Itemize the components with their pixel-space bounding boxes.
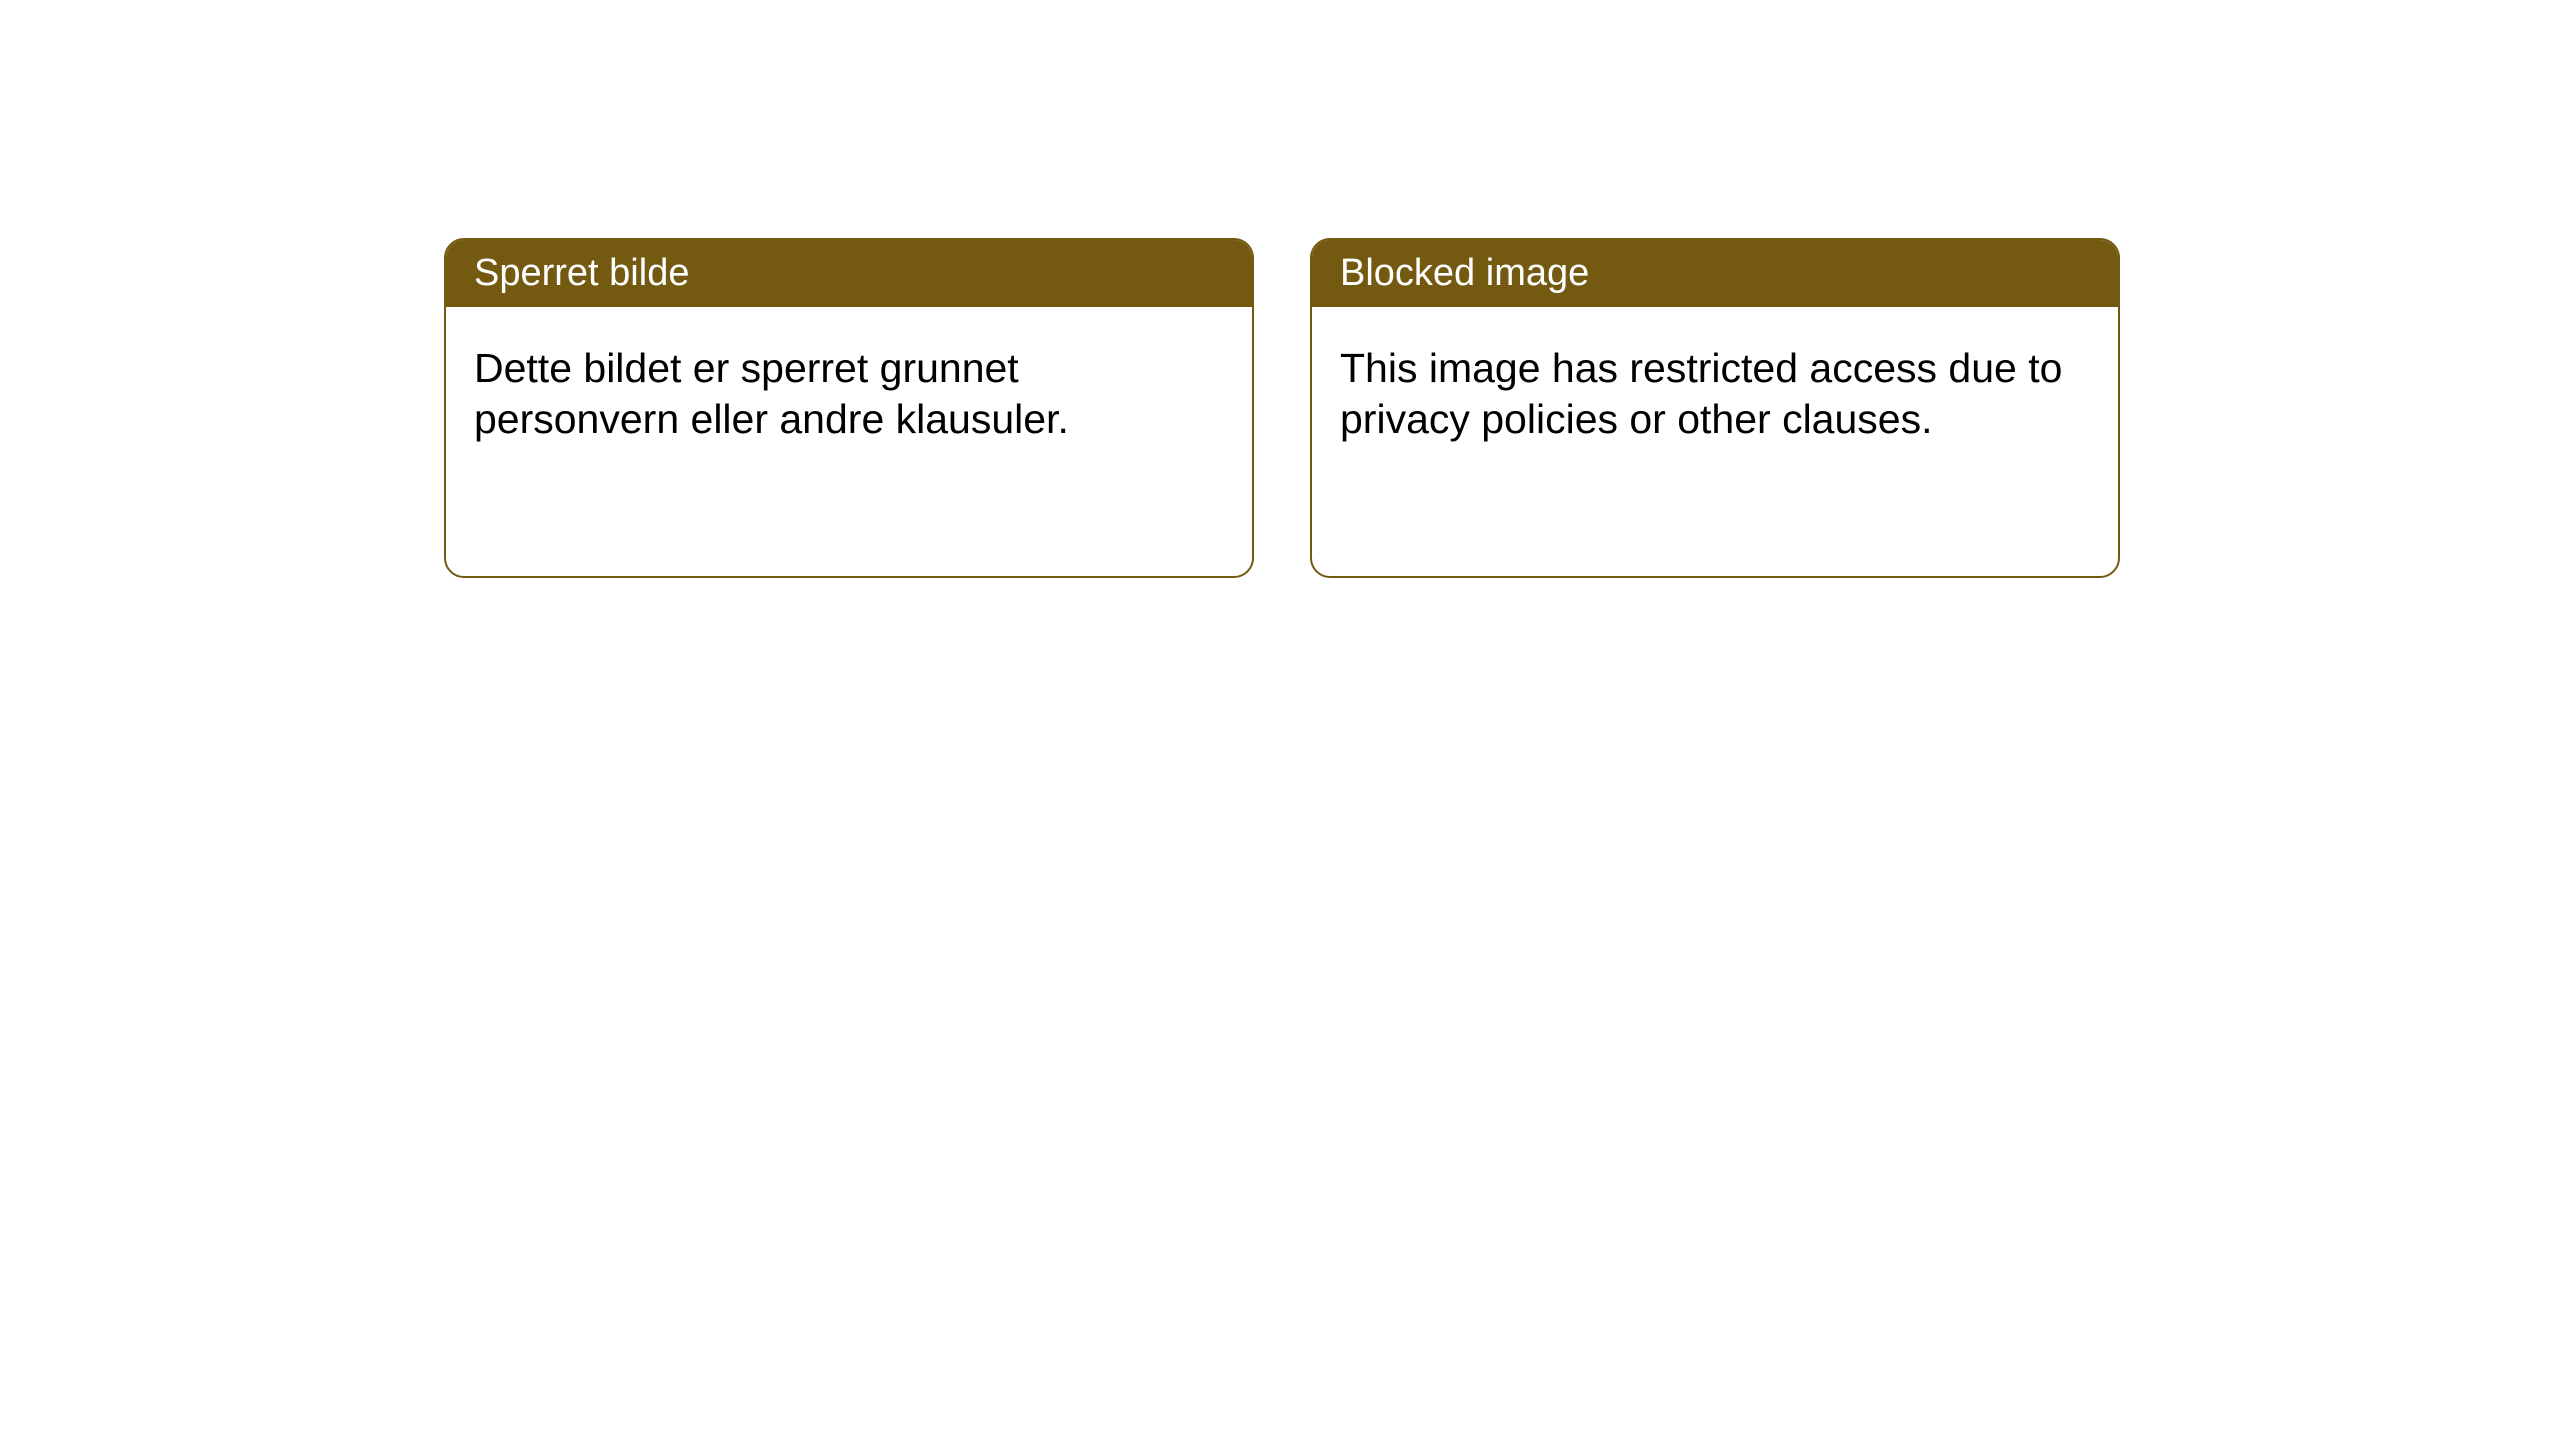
blocked-image-card-norwegian: Sperret bilde Dette bildet er sperret gr… xyxy=(444,238,1254,578)
card-body-english: This image has restricted access due to … xyxy=(1312,307,2118,482)
blocked-image-notice-container: Sperret bilde Dette bildet er sperret gr… xyxy=(444,238,2120,578)
blocked-image-card-english: Blocked image This image has restricted … xyxy=(1310,238,2120,578)
card-header-norwegian: Sperret bilde xyxy=(446,240,1252,307)
card-body-norwegian: Dette bildet er sperret grunnet personve… xyxy=(446,307,1252,482)
card-header-english: Blocked image xyxy=(1312,240,2118,307)
